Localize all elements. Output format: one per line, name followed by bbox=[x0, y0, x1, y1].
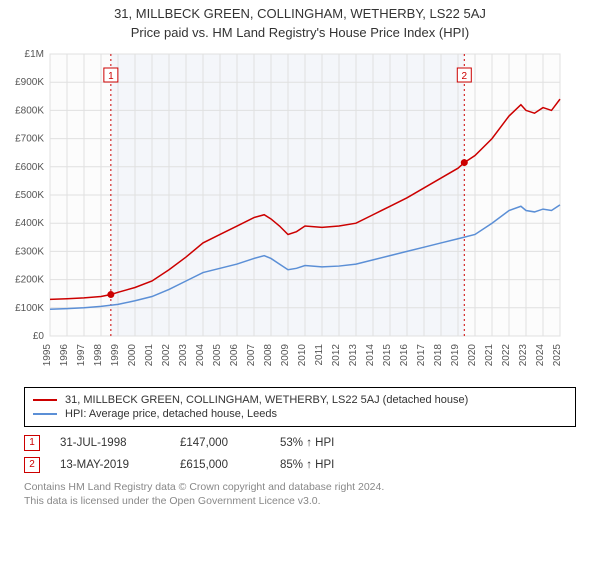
svg-text:2015: 2015 bbox=[382, 344, 393, 367]
transaction-date: 13-MAY-2019 bbox=[60, 459, 180, 471]
svg-text:1998: 1998 bbox=[93, 344, 104, 367]
svg-text:2002: 2002 bbox=[161, 344, 172, 367]
footer-line2: This data is licensed under the Open Gov… bbox=[24, 495, 576, 509]
svg-text:1997: 1997 bbox=[76, 344, 87, 367]
svg-text:2023: 2023 bbox=[518, 344, 529, 367]
svg-text:2006: 2006 bbox=[229, 344, 240, 367]
chart-subtitle: Price paid vs. HM Land Registry's House … bbox=[0, 25, 600, 40]
svg-text:2004: 2004 bbox=[195, 344, 206, 367]
svg-text:£900K: £900K bbox=[15, 77, 44, 88]
svg-text:2000: 2000 bbox=[127, 344, 138, 367]
svg-text:£700K: £700K bbox=[15, 134, 44, 145]
svg-text:1: 1 bbox=[108, 71, 114, 82]
svg-text:2: 2 bbox=[462, 71, 468, 82]
svg-text:£600K: £600K bbox=[15, 162, 44, 173]
transaction-row: 2 13-MAY-2019£615,00085% ↑ HPI bbox=[24, 457, 576, 473]
svg-text:2010: 2010 bbox=[297, 344, 308, 367]
svg-text:2014: 2014 bbox=[365, 344, 376, 367]
legend-swatch bbox=[33, 413, 57, 415]
transaction-hpi: 53% ↑ HPI bbox=[280, 437, 380, 449]
transaction-index-box: 2 bbox=[24, 457, 40, 473]
svg-text:2008: 2008 bbox=[263, 344, 274, 367]
svg-text:2020: 2020 bbox=[467, 344, 478, 367]
transaction-index-box: 1 bbox=[24, 435, 40, 451]
line-chart: £0 £100K £200K £300K £400K £500K £600K £700K £80… bbox=[0, 46, 600, 381]
svg-text:2012: 2012 bbox=[331, 344, 342, 367]
svg-text:£200K: £200K bbox=[15, 275, 44, 286]
svg-text:1995: 1995 bbox=[42, 344, 53, 367]
svg-text:£500K: £500K bbox=[15, 190, 44, 201]
svg-text:2021: 2021 bbox=[484, 344, 495, 367]
chart-title: 31, MILLBECK GREEN, COLLINGHAM, WETHERBY… bbox=[0, 6, 600, 21]
chart-svg: £0 £100K £200K £300K £400K £500K £600K £700K £80… bbox=[0, 46, 570, 376]
svg-text:2018: 2018 bbox=[433, 344, 444, 367]
svg-text:2003: 2003 bbox=[178, 344, 189, 367]
svg-text:£400K: £400K bbox=[15, 218, 44, 229]
legend-swatch bbox=[33, 399, 57, 401]
svg-text:2011: 2011 bbox=[314, 344, 325, 366]
svg-text:2013: 2013 bbox=[348, 344, 359, 367]
svg-text:2007: 2007 bbox=[246, 344, 257, 367]
svg-text:£800K: £800K bbox=[15, 105, 44, 116]
svg-text:1996: 1996 bbox=[59, 344, 70, 367]
svg-text:2016: 2016 bbox=[399, 344, 410, 367]
legend-label: HPI: Average price, detached house, Leed… bbox=[65, 408, 277, 420]
svg-text:2009: 2009 bbox=[280, 344, 291, 367]
svg-text:£1M: £1M bbox=[25, 49, 44, 60]
svg-text:2017: 2017 bbox=[416, 344, 427, 367]
footer-line1: Contains HM Land Registry data © Crown c… bbox=[24, 481, 576, 495]
svg-text:2019: 2019 bbox=[450, 344, 461, 367]
svg-text:£0: £0 bbox=[33, 331, 45, 342]
footer-attribution: Contains HM Land Registry data © Crown c… bbox=[24, 481, 576, 508]
legend-label: 31, MILLBECK GREEN, COLLINGHAM, WETHERBY… bbox=[65, 394, 468, 406]
legend-item: 31, MILLBECK GREEN, COLLINGHAM, WETHERBY… bbox=[33, 394, 567, 406]
transaction-price: £615,000 bbox=[180, 459, 280, 471]
svg-text:£100K: £100K bbox=[15, 303, 44, 314]
transaction-date: 31-JUL-1998 bbox=[60, 437, 180, 449]
transactions-table: 1 31-JUL-1998£147,00053% ↑ HPI 2 13-MAY-201… bbox=[24, 435, 576, 473]
legend: 31, MILLBECK GREEN, COLLINGHAM, WETHERBY… bbox=[24, 387, 576, 427]
svg-text:2024: 2024 bbox=[535, 344, 546, 367]
svg-text:2005: 2005 bbox=[212, 344, 223, 367]
transaction-row: 1 31-JUL-1998£147,00053% ↑ HPI bbox=[24, 435, 576, 451]
transaction-hpi: 85% ↑ HPI bbox=[280, 459, 380, 471]
svg-text:1999: 1999 bbox=[110, 344, 121, 367]
svg-text:2022: 2022 bbox=[501, 344, 512, 367]
legend-item: HPI: Average price, detached house, Leed… bbox=[33, 408, 567, 420]
svg-text:£300K: £300K bbox=[15, 246, 44, 257]
svg-text:2001: 2001 bbox=[144, 344, 155, 367]
transaction-price: £147,000 bbox=[180, 437, 280, 449]
svg-text:2025: 2025 bbox=[552, 344, 563, 367]
